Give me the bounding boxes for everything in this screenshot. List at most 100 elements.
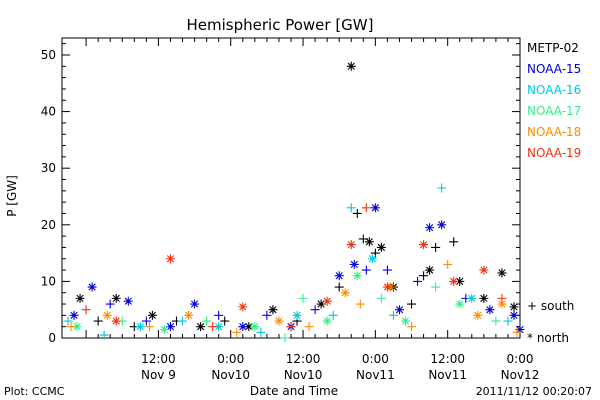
data-point	[382, 265, 392, 275]
x-tick-sublabel: Nov11	[356, 368, 395, 382]
data-point	[394, 305, 404, 315]
legend-entry-noaa-17: NOAA-17	[527, 104, 581, 118]
data-point	[102, 310, 112, 320]
data-point	[141, 316, 151, 326]
data-point	[413, 276, 423, 286]
data-point	[425, 265, 435, 275]
plot-credit: Plot: CCMC	[4, 385, 65, 398]
data-point	[262, 310, 272, 320]
x-tick-sublabel: Nov 9	[141, 368, 176, 382]
data-point	[382, 282, 392, 292]
chart-title: Hemispheric Power [GW]	[187, 16, 374, 34]
x-axis-label: Date and Time	[250, 384, 338, 398]
legend-north-marker: * north	[527, 331, 569, 345]
x-tick-label: 12:00	[141, 352, 176, 366]
data-point	[376, 293, 386, 303]
y-tick-label: 30	[41, 161, 56, 175]
data-point	[274, 316, 284, 326]
data-point	[214, 310, 224, 320]
data-point	[491, 316, 501, 326]
data-point	[196, 322, 206, 332]
data-point	[268, 305, 278, 315]
data-points	[63, 61, 525, 343]
y-tick-label: 20	[41, 218, 56, 232]
x-tick-sublabel: Nov12	[501, 368, 540, 382]
data-point	[437, 220, 447, 230]
data-point	[388, 310, 398, 320]
data-point	[497, 268, 507, 278]
data-point	[449, 237, 459, 247]
x-tick-sublabel: Nov10	[284, 368, 323, 382]
series-noaa-17	[72, 271, 501, 343]
data-point	[232, 327, 242, 337]
y-tick-label: 0	[48, 331, 56, 345]
data-point	[123, 296, 133, 306]
data-point	[87, 282, 97, 292]
data-point	[298, 293, 308, 303]
data-point	[425, 223, 435, 233]
data-point	[361, 265, 371, 275]
data-point	[449, 276, 459, 286]
data-point	[72, 322, 82, 332]
data-point	[340, 288, 350, 298]
data-point	[292, 310, 302, 320]
x-tick-label: 0:00	[362, 352, 389, 366]
x-tick-sublabel: Nov11	[428, 368, 467, 382]
data-point	[111, 293, 121, 303]
data-point	[214, 322, 224, 332]
data-point	[334, 282, 344, 292]
data-point	[238, 302, 248, 312]
data-point	[144, 322, 154, 332]
data-point	[407, 299, 417, 309]
legend-entry-metp-02: METP-02	[527, 41, 579, 55]
series-noaa-16	[63, 183, 513, 340]
data-point	[370, 203, 380, 213]
data-point	[419, 240, 429, 250]
x-tick-sublabel: Nov10	[211, 368, 250, 382]
data-point	[165, 254, 175, 264]
data-point	[346, 240, 356, 250]
data-point	[256, 327, 266, 337]
plot-timestamp: 2011/11/12 00:20:07	[476, 385, 592, 398]
data-point	[407, 322, 417, 332]
data-point	[322, 296, 332, 306]
data-point	[376, 242, 386, 252]
data-point	[497, 293, 507, 303]
data-point	[159, 325, 169, 335]
data-point	[238, 322, 248, 332]
series-noaa-19	[81, 203, 507, 332]
data-point	[515, 325, 525, 335]
data-point	[244, 322, 254, 332]
data-point	[509, 310, 519, 320]
data-point	[165, 322, 175, 332]
y-tick-label: 40	[41, 105, 56, 119]
data-point	[304, 322, 314, 332]
data-point	[509, 302, 519, 312]
data-point	[437, 183, 447, 193]
data-point	[334, 271, 344, 281]
x-tick-label: 12:00	[430, 352, 465, 366]
data-point	[455, 299, 465, 309]
data-point	[467, 293, 477, 303]
data-point	[431, 282, 441, 292]
legend: METP-02 NOAA-15 NOAA-16 NOAA-17 NOAA-18 NOAA-…	[527, 41, 581, 160]
data-point	[503, 316, 513, 326]
data-point	[286, 322, 296, 332]
data-point	[202, 316, 212, 326]
data-point	[443, 259, 453, 269]
data-point	[316, 299, 326, 309]
y-tick-label: 10	[41, 274, 56, 288]
data-point	[367, 254, 377, 264]
series-metp-02	[75, 61, 519, 332]
data-point	[364, 237, 374, 247]
data-point	[220, 316, 230, 326]
data-point	[280, 333, 290, 343]
data-point	[328, 310, 338, 320]
series-noaa-15	[69, 203, 525, 335]
data-point	[497, 299, 507, 309]
data-point	[349, 259, 359, 269]
x-tick-label: 0:00	[217, 352, 244, 366]
data-point	[355, 299, 365, 309]
data-point	[401, 316, 410, 326]
